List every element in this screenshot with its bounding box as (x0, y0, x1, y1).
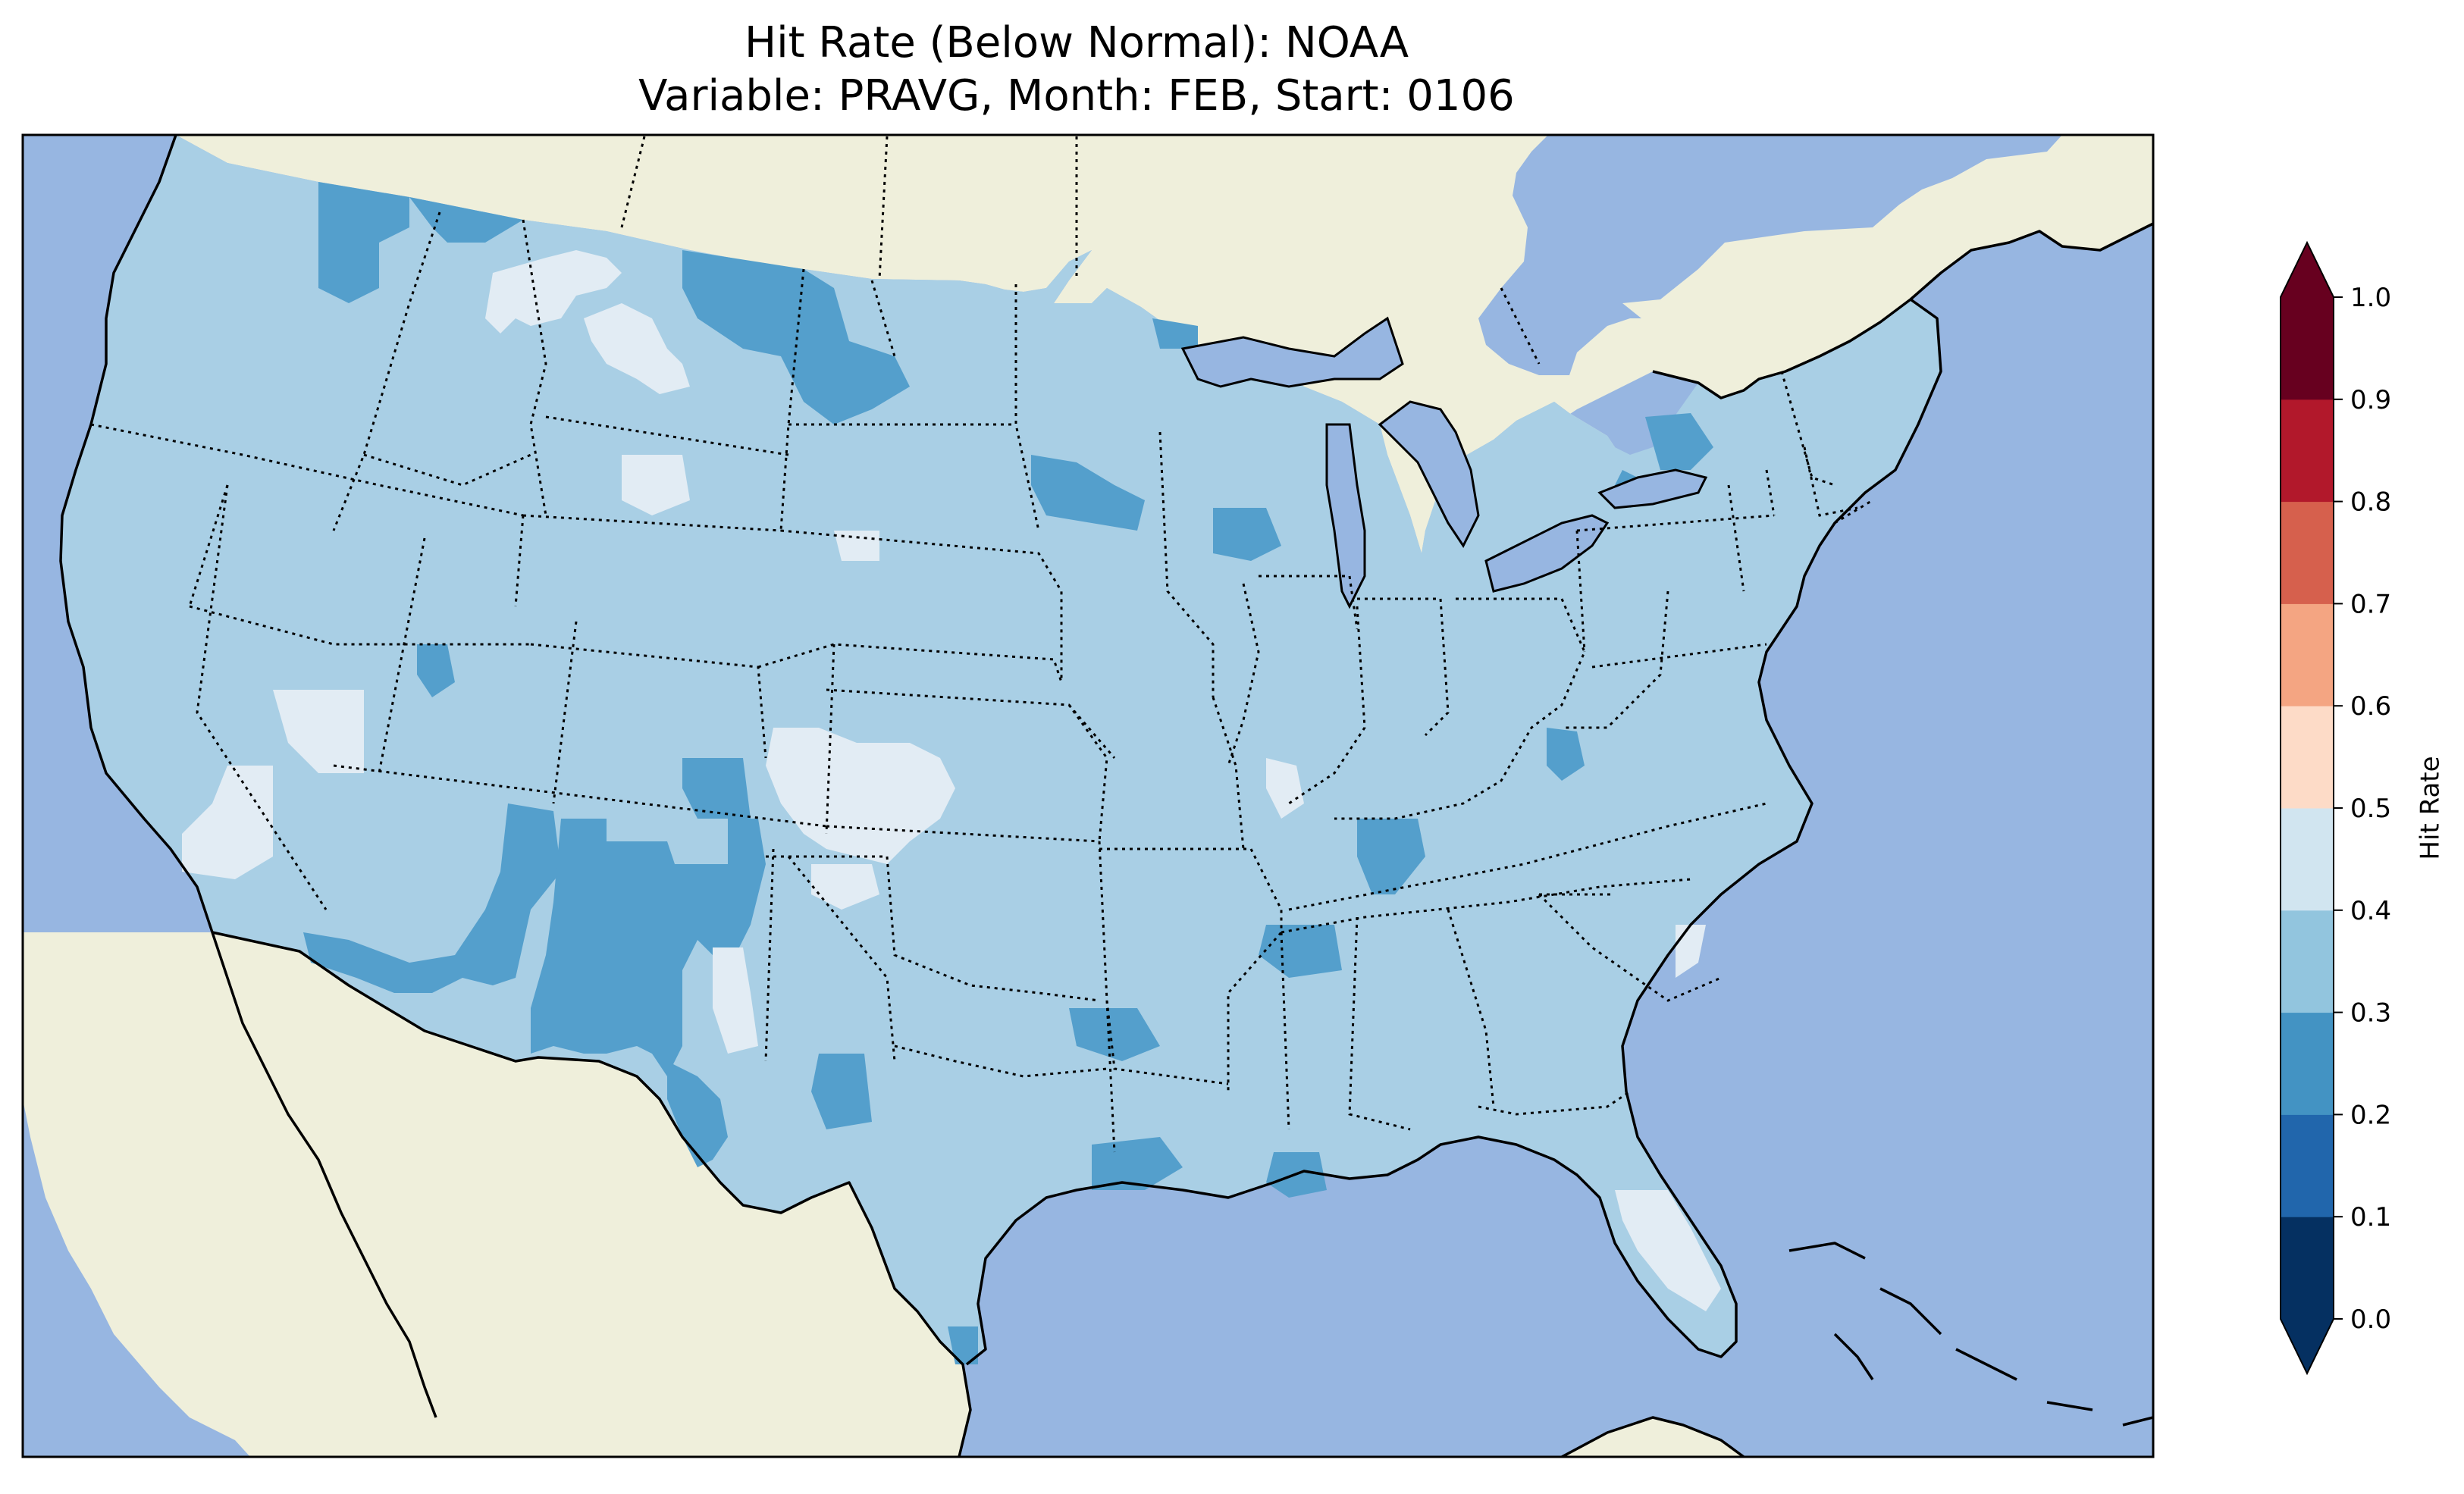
great-lakes (1180, 316, 1708, 609)
colorbar-tick-label: 0.0 (2350, 1305, 2391, 1335)
map-title: Hit Rate (Below Normal): NOAA Variable: … (0, 17, 2153, 123)
colorbar-label: Hit Rate (2415, 756, 2446, 860)
canada-land (176, 135, 2153, 553)
colorbar-bin (2281, 1114, 2334, 1217)
colorbar-tick-label: 0.3 (2350, 998, 2391, 1029)
colorbar-tick-label: 0.2 (2350, 1100, 2391, 1130)
colorbar: 0.0 0.1 0.2 0.3 0.4 0.5 0.6 0.7 0.8 0.9 1.0 (2280, 240, 2391, 1376)
coastlines (59, 135, 2153, 1457)
colorbar-extend-under (2281, 1319, 2334, 1373)
mexico-land (23, 932, 1744, 1457)
colorbar-bin (2281, 1217, 2334, 1320)
colorbar-tick-label: 0.4 (2350, 896, 2391, 926)
colorbar-bin (2281, 501, 2334, 604)
title-line-1: Hit Rate (Below Normal): NOAA (744, 18, 1409, 67)
us-land (61, 135, 1941, 1364)
baja-land (208, 932, 436, 1417)
colorbar-tick-label: 0.9 (2350, 385, 2391, 415)
colorbar-bin (2281, 910, 2334, 1013)
colorbar-bin (2281, 1012, 2334, 1115)
state-borders (90, 136, 1873, 1153)
map-frame (21, 133, 2155, 1458)
colorbar-bin (2281, 706, 2334, 809)
title-line-2: Variable: PRAVG, Month: FEB, Start: 0106 (638, 71, 1515, 121)
map-area (23, 135, 2153, 1457)
high-hit-regions (182, 250, 1721, 1311)
colorbar-tick-label: 0.1 (2350, 1202, 2391, 1232)
colorbar-tick-label: 0.7 (2350, 589, 2391, 619)
colorbar-tick-label: 0.8 (2350, 487, 2391, 518)
colorbar-bin (2281, 297, 2334, 400)
colorbar-bin (2281, 603, 2334, 706)
colorbar-bin (2281, 399, 2334, 503)
colorbar-tick-label: 0.6 (2350, 691, 2391, 722)
colorbar-bin (2281, 808, 2334, 911)
colorbar-tick-label: 0.5 (2350, 794, 2391, 824)
colorbar-tick-label: 1.0 (2350, 283, 2391, 313)
colorbar-extend-over (2281, 243, 2334, 297)
